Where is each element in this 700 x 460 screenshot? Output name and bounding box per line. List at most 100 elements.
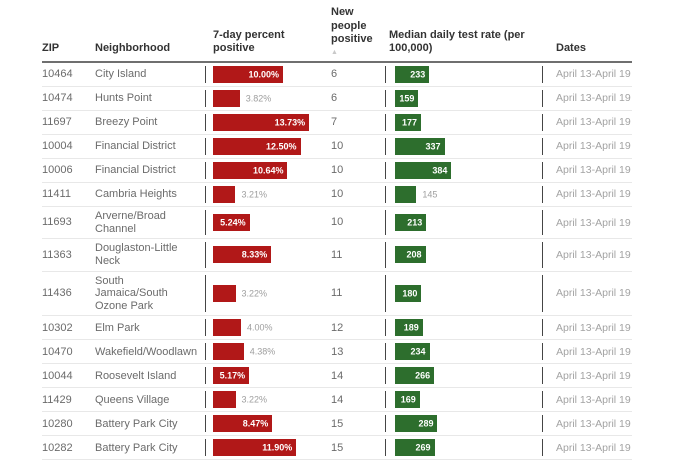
percent-positive-bar-label: 10.64%: [252, 165, 284, 175]
percent-positive-bar: [213, 367, 250, 385]
percent-bar-track: 5.17%: [213, 367, 325, 385]
dates-cell: April 13-April 19: [542, 242, 632, 268]
test-rate-bar-track: 189: [395, 319, 542, 337]
table-row: 11411 Cambria Heights 3.21% 10 145 April…: [42, 183, 632, 207]
zip-cell: 11436: [42, 287, 72, 300]
dates-cell: April 13-April 19: [542, 415, 632, 433]
column-header-neighborhood[interactable]: Neighborhood: [95, 42, 171, 55]
test-rate-bar-cell: 266: [385, 367, 542, 385]
percent-positive-bar-label: 10.00%: [248, 69, 279, 79]
test-rate-bar: [395, 186, 417, 203]
test-rate-bar-label: 169: [400, 394, 416, 405]
dates-cell: April 13-April 19: [542, 210, 632, 236]
percent-bar-track: 4.38%: [213, 343, 325, 361]
percent-bar-track: 12.50%: [213, 138, 325, 155]
zip-cell: 10282: [42, 441, 73, 454]
test-rate-bar-cell: 269: [385, 439, 542, 457]
dates-cell: April 13-April 19: [542, 186, 632, 203]
table-row: 10282 Battery Park City 11.90% 15 269 Ap…: [42, 436, 632, 460]
test-rate-bar-label: 337: [425, 141, 441, 151]
test-rate-bar: [395, 246, 426, 264]
test-rate-bar: [395, 162, 452, 179]
dates-cell: April 13-April 19: [542, 367, 632, 385]
table-row: 11436 South Jamaica/South Ozone Park 3.2…: [42, 272, 632, 317]
percent-positive-bar-cell: 4.38%: [205, 343, 325, 361]
dates-cell: April 13-April 19: [542, 391, 632, 409]
test-rate-bar-label: 177: [401, 117, 418, 127]
new-people-positive-cell: 15: [331, 441, 344, 454]
new-people-positive-cell: 13: [331, 345, 344, 358]
dates-cell: April 13-April 19: [542, 343, 632, 361]
dates-cell: April 13-April 19: [542, 439, 632, 457]
percent-positive-bar-label: 11.90%: [262, 442, 293, 453]
test-rate-bar-cell: 189: [385, 319, 542, 337]
percent-positive-bar-cell: 11.90%: [205, 439, 325, 457]
test-rate-bar-cell: 337: [385, 138, 542, 155]
test-rate-bar: [395, 415, 438, 433]
percent-positive-bar-label: 4.00%: [247, 322, 273, 333]
percent-bar-track: 3.22%: [213, 285, 325, 303]
neighborhood-cell: Queens Village: [95, 393, 170, 406]
column-header-new-people-positive[interactable]: New people positive ▲: [325, 6, 385, 56]
new-people-positive-cell: 6: [331, 68, 338, 81]
column-header-percent-positive[interactable]: 7-day percent positive: [213, 28, 285, 55]
test-rate-bar-track: 233: [395, 66, 542, 83]
test-rate-bar: [395, 343, 430, 361]
percent-positive-bar: [213, 186, 236, 203]
new-people-positive-cell: 7: [331, 116, 338, 129]
test-rate-bar: [395, 319, 423, 337]
test-rate-bar-cell: 233: [385, 66, 542, 83]
percent-positive-bar-cell: 4.00%: [205, 319, 325, 337]
percent-positive-bar-cell: 5.17%: [205, 367, 325, 385]
column-header-test-rate[interactable]: Median daily test rate (per 100,000): [389, 28, 525, 55]
zip-cell: 11363: [42, 248, 72, 261]
percent-bar-track: 3.21%: [213, 186, 325, 203]
percent-positive-bar-cell: 10.00%: [205, 66, 325, 83]
test-rate-bar-cell: 208: [385, 242, 542, 268]
test-rate-bar-track: 145: [395, 186, 542, 203]
dates-cell: April 13-April 19: [542, 162, 632, 179]
sort-ascending-icon: ▲: [331, 49, 338, 56]
test-rate-bar-track: 266: [395, 367, 542, 385]
new-people-positive-cell: 10: [331, 140, 344, 153]
percent-positive-bar: [213, 214, 250, 232]
table-row: 10006 Financial District 10.64% 10 384 A…: [42, 159, 632, 183]
percent-positive-bar-label: 8.33%: [241, 249, 268, 260]
table-row: 10470 Wakefield/Woodlawn 4.38% 13 234 Ap…: [42, 340, 632, 365]
new-people-positive-cell: 15: [331, 417, 344, 430]
percent-positive-bar: [213, 343, 244, 361]
test-rate-bar-label: 180: [402, 288, 418, 299]
percent-positive-bar-label: 12.50%: [265, 141, 297, 151]
test-rate-bar-track: 234: [395, 343, 542, 361]
neighborhood-cell: Financial District: [95, 140, 176, 153]
dates-cell: April 13-April 19: [542, 138, 632, 155]
percent-bar-track: 8.33%: [213, 246, 325, 264]
table-body: 10464 City Island 10.00% 6 233 April 13-…: [42, 63, 632, 460]
table-row: 10044 Roosevelt Island 5.17% 14 266 Apri…: [42, 364, 632, 389]
column-header-dates[interactable]: Dates: [556, 42, 586, 55]
percent-bar-track: 10.00%: [213, 66, 325, 83]
zip-cell: 11697: [42, 116, 72, 129]
percent-positive-bar-label: 5.24%: [220, 217, 246, 228]
test-rate-bar-track: 169: [395, 391, 542, 409]
zip-cell: 10006: [42, 164, 73, 177]
neighborhood-cell: South Jamaica/South Ozone Park: [95, 274, 168, 312]
test-rate-bar-label: 159: [399, 93, 415, 103]
percent-bar-track: 11.90%: [213, 439, 325, 457]
column-header-zip[interactable]: ZIP: [42, 42, 60, 55]
percent-positive-bar-label: 3.22%: [241, 394, 268, 405]
test-rate-bar-track: 337: [395, 138, 542, 155]
neighborhood-cell: Elm Park: [95, 321, 140, 334]
percent-positive-bar-label: 3.22%: [241, 288, 268, 299]
column-header-new-people-label: New people positive: [331, 5, 373, 46]
neighborhood-cell: Hunts Point: [95, 92, 152, 105]
percent-positive-bar-label: 8.47%: [242, 418, 269, 429]
table-row: 11429 Queens Village 3.22% 14 169 April …: [42, 388, 632, 413]
table-header-row: ZIP Neighborhood 7-day percent positive …: [42, 0, 632, 63]
table-row: 11697 Breezy Point 13.73% 7 177 April 13…: [42, 111, 632, 135]
test-rate-bar-label: 384: [432, 165, 448, 175]
zip-cell: 10044: [42, 369, 73, 382]
percent-positive-bar-label: 5.17%: [219, 370, 246, 381]
test-rate-bar: [395, 285, 422, 303]
percent-positive-bar-cell: 5.24%: [205, 210, 325, 236]
